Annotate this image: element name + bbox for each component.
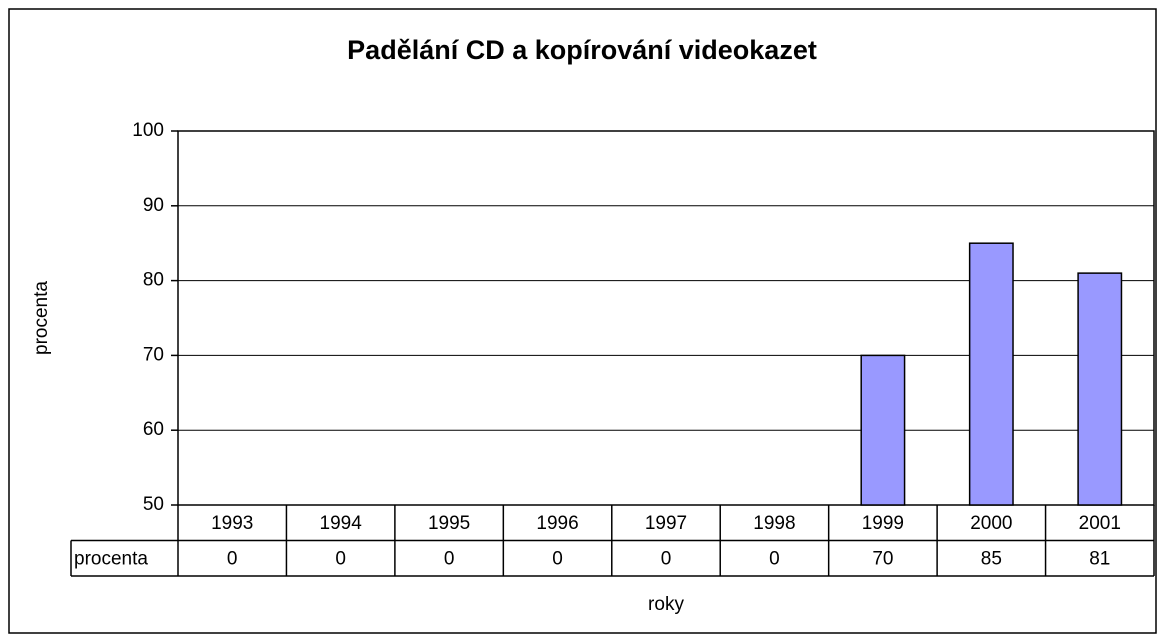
y-tick-label: 60 bbox=[143, 419, 164, 440]
table-value: 0 bbox=[335, 548, 346, 569]
y-tick-label: 80 bbox=[143, 270, 164, 291]
table-value: 85 bbox=[981, 548, 1002, 569]
table-value: 0 bbox=[552, 548, 563, 569]
x-tick-label: 1999 bbox=[862, 513, 904, 534]
y-tick-label: 90 bbox=[143, 195, 164, 216]
x-tick-label: 1995 bbox=[428, 513, 470, 534]
x-tick-label: 2000 bbox=[970, 513, 1012, 534]
y-tick-label: 70 bbox=[143, 344, 164, 365]
bar bbox=[968, 242, 1014, 506]
table-value: 70 bbox=[872, 548, 893, 569]
table-value: 81 bbox=[1089, 548, 1110, 569]
table-value: 0 bbox=[661, 548, 672, 569]
table-value: 0 bbox=[227, 548, 238, 569]
x-tick-label: 2001 bbox=[1079, 513, 1121, 534]
table-value: 0 bbox=[444, 548, 455, 569]
x-tick-label: 1998 bbox=[753, 513, 795, 534]
bar bbox=[1077, 272, 1123, 506]
table-row-header: procenta bbox=[74, 548, 148, 569]
bar bbox=[860, 354, 906, 506]
x-tick-label: 1997 bbox=[645, 513, 687, 534]
x-tick-label: 1993 bbox=[211, 513, 253, 534]
y-axis-label: procenta bbox=[31, 281, 52, 355]
x-axis-label: roky bbox=[648, 594, 684, 615]
table-value: 0 bbox=[769, 548, 780, 569]
chart-title: Padělání CD a kopírování videokazet bbox=[347, 35, 817, 65]
y-tick-label: 50 bbox=[143, 494, 164, 515]
y-tick-label: 100 bbox=[132, 120, 164, 141]
x-tick-label: 1996 bbox=[536, 513, 578, 534]
x-tick-label: 1994 bbox=[320, 513, 363, 534]
